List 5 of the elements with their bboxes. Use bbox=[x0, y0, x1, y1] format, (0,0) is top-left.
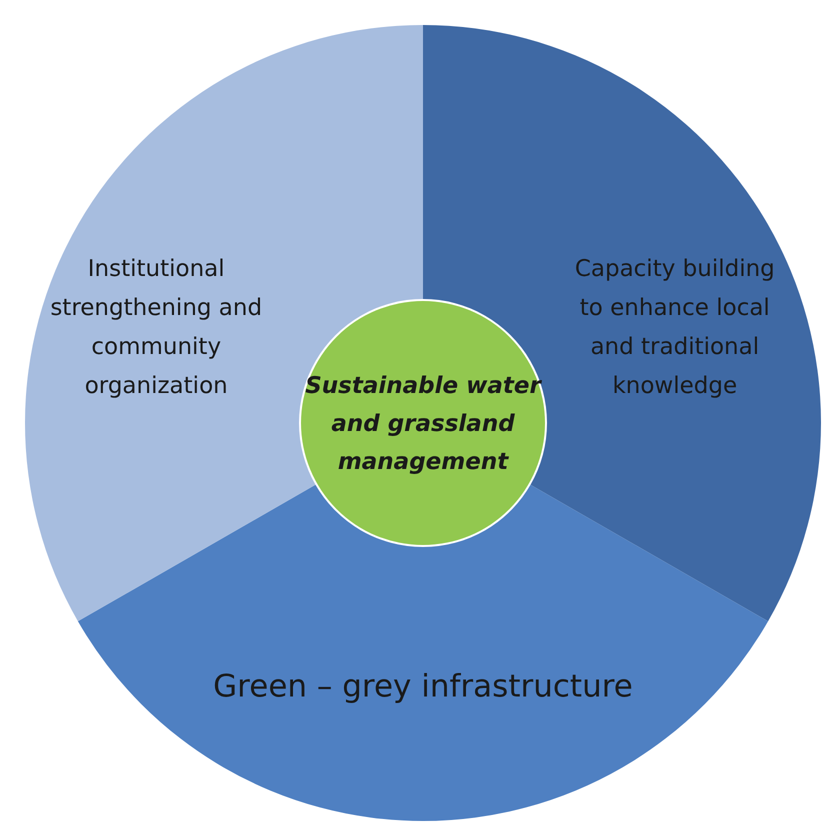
slice-label: Capacity building to enhance local and traditional knowledge bbox=[574, 256, 775, 400]
donut-slice bbox=[78, 484, 768, 820]
slice-label: Institutional strengthening and community organization bbox=[50, 256, 262, 400]
slice-label: Green – grey infrastructure bbox=[213, 668, 633, 705]
text: Sustainable water and grassland management bbox=[305, 373, 542, 476]
